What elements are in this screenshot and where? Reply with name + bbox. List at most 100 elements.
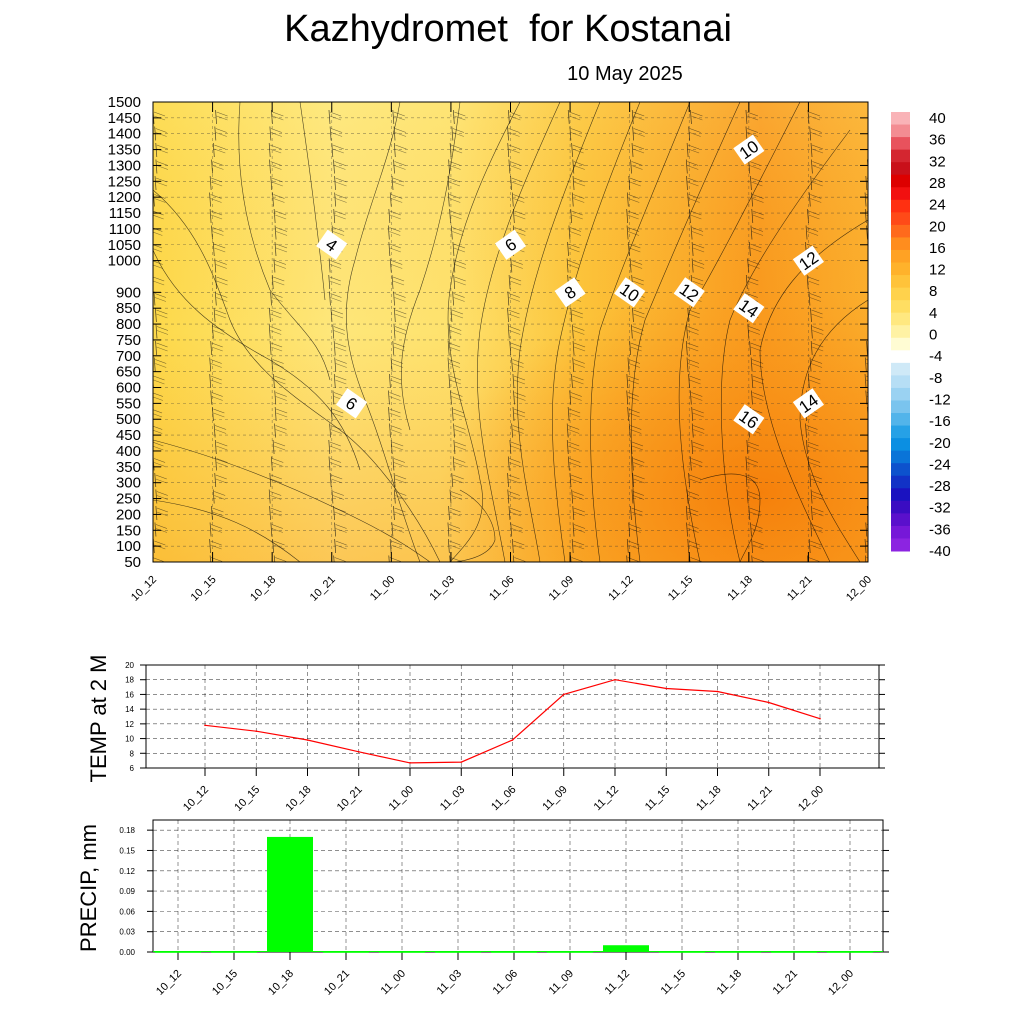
wind-barb-flag <box>389 210 401 216</box>
wind-barb-flag <box>153 557 164 562</box>
wind-barb-shaft <box>150 407 151 421</box>
wind-barb-flag <box>156 511 168 517</box>
wind-barb-flag <box>869 327 880 331</box>
contour-line <box>447 102 521 562</box>
wind-barb-flag <box>752 544 764 550</box>
wind-barb-shaft <box>448 324 451 339</box>
wind-barb-flag <box>870 496 881 500</box>
wind-barb-shaft <box>569 390 572 405</box>
precip-y-tick-label: 0.09 <box>119 887 135 896</box>
wind-barb-flag <box>332 144 344 150</box>
wind-barb-flag <box>513 375 526 381</box>
wind-barb-flag <box>628 194 640 199</box>
wind-barb-shaft <box>689 390 692 405</box>
wind-barb-shaft <box>449 555 451 562</box>
wind-barb-shaft <box>273 555 276 562</box>
wind-barb-flag <box>153 264 163 269</box>
wind-barb-flag <box>216 445 228 451</box>
wind-barb-flag <box>746 458 759 463</box>
wind-barb-flag <box>389 412 401 418</box>
wind-barb-shaft <box>810 489 813 504</box>
temp-x-tick-label: 11_00 <box>387 784 417 814</box>
contour-line <box>699 473 761 562</box>
temp-y-tick-label: 8 <box>130 749 135 758</box>
wind-barb-shaft <box>212 489 215 504</box>
wind-barb-shaft <box>631 489 634 504</box>
wind-barb-flag <box>274 264 287 269</box>
wind-barb-shaft <box>507 472 509 488</box>
wind-barb-shaft <box>391 175 394 191</box>
wind-barb-flag <box>215 264 227 269</box>
wind-barb-flag <box>568 425 580 430</box>
wind-barb-flag <box>573 326 585 331</box>
colorbar-swatch <box>891 475 910 489</box>
wind-barb-flag <box>687 491 700 496</box>
wind-barb-flag <box>333 227 345 232</box>
wind-barb-flag <box>335 342 347 348</box>
wind-barb-shaft <box>870 259 871 273</box>
wind-barb-flag <box>872 294 883 298</box>
wind-barb-flag <box>215 425 227 430</box>
wind-barb-shaft <box>513 390 515 405</box>
temp-y-tick-label: 12 <box>125 720 134 729</box>
wind-barb-flag <box>748 264 760 269</box>
wind-barb-shaft <box>870 440 871 454</box>
wind-barb-flag <box>270 132 282 137</box>
wind-barb-flag <box>872 129 883 133</box>
wind-barb-shaft <box>750 175 752 191</box>
wind-barb-shaft <box>509 340 512 356</box>
wind-barb-flag <box>632 330 644 335</box>
precip-x-tick-label: 11_03 <box>435 968 465 998</box>
wind-barb-shaft <box>810 175 813 191</box>
wind-barb-flag <box>867 342 868 344</box>
wind-barb-flag <box>573 330 585 335</box>
colorbar-label: 20 <box>929 218 946 235</box>
wind-barb-flag <box>573 363 585 368</box>
wind-barb-shaft <box>687 192 690 207</box>
wind-barb-shaft <box>751 555 753 562</box>
wind-barb-shaft <box>329 472 332 488</box>
wind-barb-flag <box>212 511 224 517</box>
wind-barb-flag <box>334 511 346 517</box>
wind-barb-shaft <box>745 456 748 471</box>
colorbar-label: 36 <box>929 132 946 149</box>
wind-barb-flag <box>274 379 286 385</box>
wind-barb-flag <box>568 243 580 249</box>
wind-barb-flag <box>392 276 405 282</box>
wind-barb-flag <box>807 445 819 451</box>
temp-y-tick-label: 6 <box>130 764 135 773</box>
wind-barb-flag <box>153 111 166 117</box>
wind-barb-flag <box>872 277 883 281</box>
wind-barb-flag <box>210 379 222 385</box>
wind-barb-flag <box>270 491 282 496</box>
wind-barb-shaft <box>334 522 336 537</box>
wind-barb-flag <box>155 359 167 364</box>
wind-barb-shaft <box>212 241 215 257</box>
wind-barb-shaft <box>215 274 217 290</box>
wind-barb-flag <box>332 491 345 496</box>
wind-barb-flag <box>627 227 640 232</box>
wind-barb-flag <box>216 115 228 121</box>
wind-barb-shaft <box>273 258 276 273</box>
wind-barb-flag <box>156 507 168 513</box>
wind-barb-flag <box>633 462 645 467</box>
wind-barb-shaft <box>274 406 277 422</box>
wind-barb-flag <box>329 115 342 121</box>
wind-barb-shaft <box>751 390 753 405</box>
wind-barb-shaft <box>328 274 331 290</box>
wind-barb-flag <box>808 214 820 220</box>
wind-barb-shaft <box>447 538 450 554</box>
wind-barb-flag <box>808 276 820 282</box>
wind-barb-flag <box>810 363 823 368</box>
wind-barb-flag <box>690 210 702 216</box>
wind-barb-flag <box>632 495 645 500</box>
wind-barb-shaft <box>333 555 335 562</box>
temp-y-label: TEMP at 2 M <box>86 655 111 783</box>
wind-barb-flag <box>811 528 823 533</box>
wind-barb-flag <box>155 478 167 484</box>
wind-barb-flag <box>812 161 824 166</box>
wind-barb-flag <box>693 260 705 265</box>
wind-barb-flag <box>628 363 641 368</box>
colorbar-swatch <box>891 287 910 301</box>
wind-barb-flag <box>811 309 823 315</box>
